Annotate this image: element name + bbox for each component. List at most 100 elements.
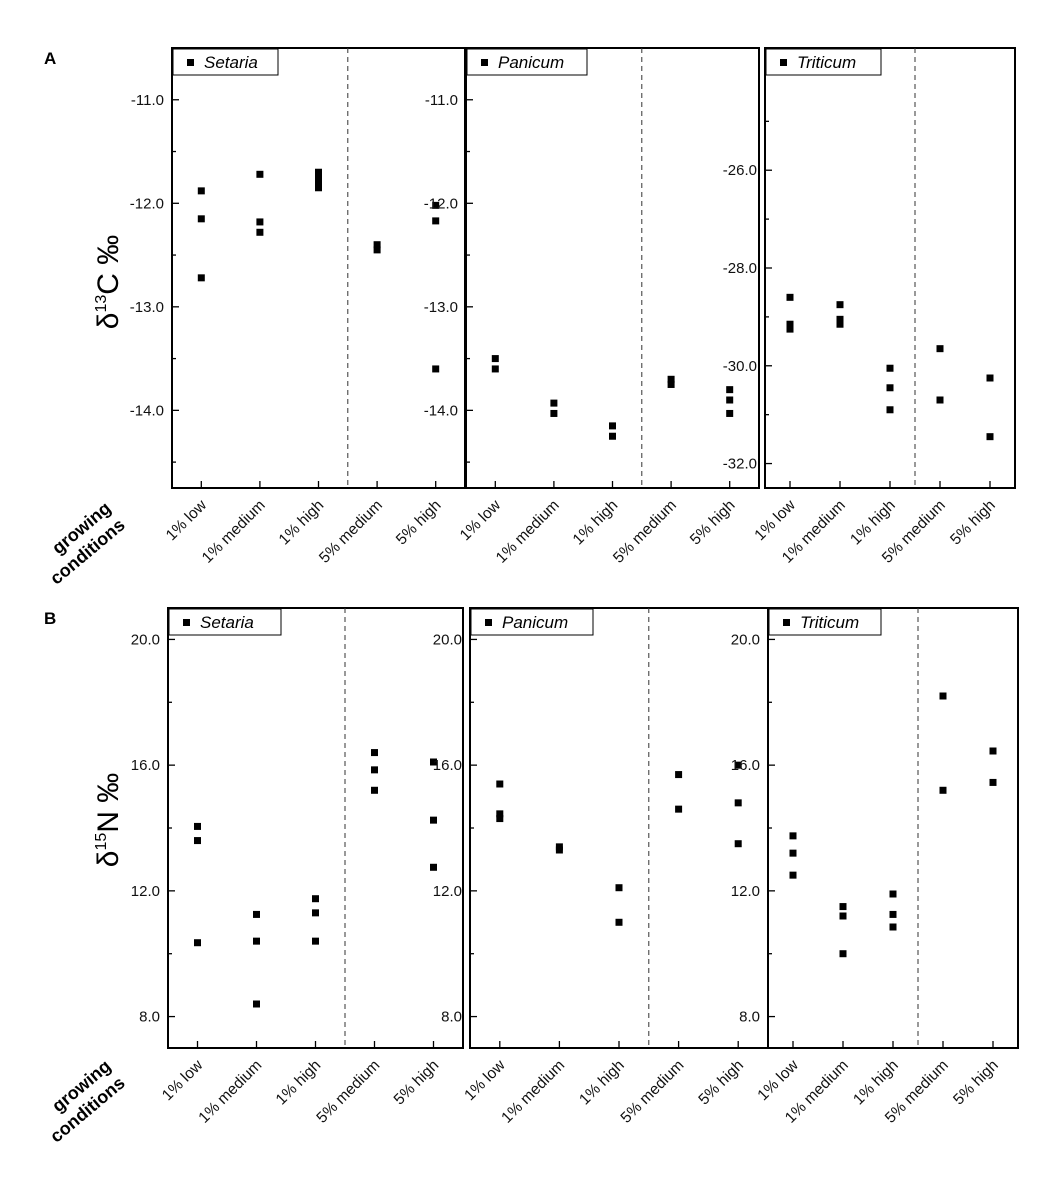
y-label-a-rest: C ‰ — [92, 235, 125, 295]
data-point — [491, 355, 499, 363]
data-point — [315, 184, 322, 192]
data-point — [886, 384, 894, 392]
data-point — [675, 805, 683, 813]
data-point — [936, 345, 944, 353]
data-point — [615, 918, 623, 926]
data-point — [253, 1000, 260, 1008]
plot-frame — [167, 607, 464, 1049]
y-tick-label: 12.0 — [131, 883, 160, 900]
data-point — [734, 799, 742, 807]
data-point — [194, 939, 201, 947]
data-point — [675, 771, 683, 779]
x-tick-label: 1% high — [570, 497, 622, 549]
data-point — [430, 863, 437, 871]
data-point — [786, 320, 794, 328]
x-tick-label: 5% high — [393, 497, 445, 549]
legend: Setaria — [168, 608, 282, 636]
y-tick-label: 16.0 — [131, 757, 160, 774]
legend-label: Panicum — [498, 53, 564, 72]
data-point — [734, 840, 742, 848]
legend: Triticum — [765, 48, 882, 76]
panel-letter-b: B — [44, 609, 56, 628]
y-label-b-sup: 15 — [93, 833, 110, 851]
y-tick-label: 20.0 — [131, 631, 160, 648]
data-point — [315, 173, 322, 181]
data-point — [726, 386, 734, 394]
data-point — [726, 396, 734, 404]
x-tick-label: 1% low — [457, 496, 505, 544]
y-tick-label: 8.0 — [139, 1009, 160, 1026]
data-point — [986, 374, 994, 382]
side-title-a: growing conditions — [46, 498, 129, 589]
y-tick-label: -28.0 — [723, 260, 757, 277]
data-point — [373, 241, 381, 249]
data-point — [836, 301, 844, 309]
y-tick-label: -11.0 — [425, 92, 458, 109]
data-point — [939, 692, 947, 700]
y-tick-label: -32.0 — [723, 456, 757, 473]
y-tick-label: -14.0 — [424, 402, 458, 419]
data-point — [555, 846, 563, 854]
data-point — [430, 816, 437, 824]
data-point — [615, 884, 623, 892]
data-point — [786, 293, 794, 301]
data-point — [496, 815, 504, 823]
x-tick-label: 1% high — [847, 497, 899, 549]
data-point — [194, 837, 201, 845]
data-point — [432, 217, 440, 225]
plot-frame — [764, 47, 1016, 489]
x-tick-label: 1% low — [163, 496, 211, 544]
data-point — [491, 365, 499, 373]
data-point — [839, 950, 847, 958]
x-tick-label: 1% medium — [199, 497, 269, 567]
x-tick-label: 5% high — [695, 1057, 747, 1109]
y-label-a-delta: δ — [92, 313, 125, 330]
legend-label: Setaria — [200, 613, 254, 632]
legend: Triticum — [768, 608, 882, 636]
data-point — [786, 325, 794, 333]
panel-letter-a: A — [44, 49, 56, 68]
data-point — [789, 832, 797, 840]
legend-marker — [187, 59, 194, 66]
data-point — [936, 396, 944, 404]
data-point — [256, 170, 264, 178]
legend-marker — [481, 59, 488, 66]
data-point — [373, 246, 381, 254]
data-point — [886, 364, 894, 372]
x-tick-label: 1% low — [461, 1056, 509, 1104]
x-tick-label: 5% high — [950, 1057, 1002, 1109]
data-point — [432, 365, 440, 373]
x-tick-label: 5% high — [391, 1057, 443, 1109]
x-tick-label: 5% high — [947, 497, 999, 549]
data-point — [197, 274, 205, 282]
y-axis-label-a: δ13C ‰ — [92, 235, 125, 330]
legend-marker — [783, 619, 790, 626]
data-point — [312, 909, 319, 917]
data-point — [839, 903, 847, 911]
x-tick-label: 1% high — [576, 1057, 628, 1109]
y-tick-label: -14.0 — [130, 402, 164, 419]
data-point — [609, 432, 616, 440]
data-point — [197, 215, 205, 223]
data-point — [789, 871, 797, 879]
plot-frame — [767, 607, 1019, 1049]
y-tick-label: 8.0 — [441, 1009, 462, 1026]
y-tick-label: 12.0 — [433, 883, 462, 900]
y-tick-label: -30.0 — [723, 358, 757, 375]
legend-marker — [485, 619, 492, 626]
data-point — [726, 409, 734, 417]
data-point — [256, 218, 264, 226]
x-tick-label: 1% high — [850, 1057, 902, 1109]
data-point — [550, 399, 558, 407]
data-point — [609, 422, 616, 430]
x-tick-label: 1% high — [273, 1057, 325, 1109]
x-tick-label: 1% low — [754, 1056, 802, 1104]
data-point — [432, 201, 440, 209]
legend: Panicum — [466, 48, 588, 76]
plot-frame — [171, 47, 466, 489]
x-tick-label: 1% low — [159, 1056, 207, 1104]
